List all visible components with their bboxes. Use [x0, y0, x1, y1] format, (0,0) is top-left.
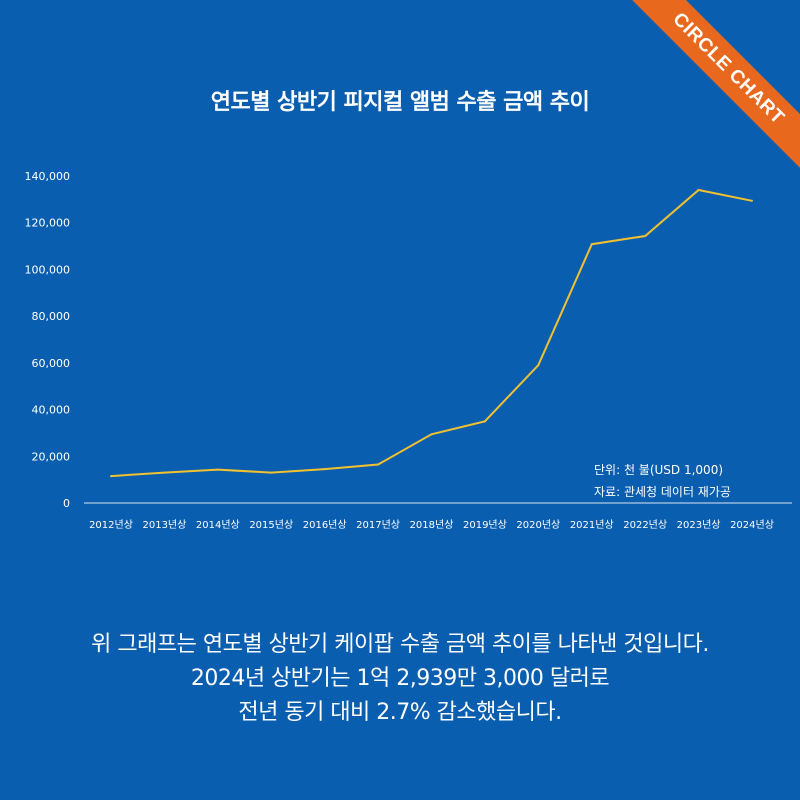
x-tick-label: 2024년상: [730, 519, 774, 531]
x-tick-label: 2014년상: [196, 519, 240, 531]
data-point: [216, 468, 219, 471]
x-tick-label: 2022년상: [623, 519, 667, 531]
y-tick-label: 60,000: [32, 357, 71, 370]
x-tick-label: 2018년상: [410, 519, 454, 531]
caption-line-1: 위 그래프는 연도별 상반기 케이팝 수출 금액 추이를 나타낸 것입니다.: [91, 632, 709, 657]
data-point: [751, 199, 753, 202]
data-point: [537, 364, 540, 367]
caption-line-3: 전년 동기 대비 2.7% 감소했습니다.: [238, 700, 562, 725]
chart-title: 연도별 상반기 피지컬 앨범 수출 금액 추이: [210, 90, 590, 115]
y-tick-label: 0: [63, 497, 70, 510]
y-tick-label: 20,000: [32, 450, 71, 463]
data-point: [483, 420, 486, 423]
y-tick-label: 120,000: [25, 217, 71, 230]
y-tick-label: 40,000: [32, 404, 71, 417]
x-tick-label: 2023년상: [677, 519, 721, 531]
x-tick-label: 2015년상: [249, 519, 293, 531]
series-line: [110, 188, 753, 478]
data-point: [697, 189, 700, 192]
x-tick-label: 2012년상: [89, 519, 133, 531]
data-point: [377, 463, 380, 466]
data-point: [323, 468, 326, 471]
x-tick-label: 2016년상: [303, 519, 347, 531]
data-point: [163, 471, 166, 474]
data-point: [590, 243, 593, 246]
x-tick-label: 2021년상: [570, 519, 614, 531]
caption-line-2: 2024년 상반기는 1억 2,939만 3,000 달러로: [190, 666, 610, 691]
x-tick-label: 2013년상: [142, 519, 186, 531]
y-tick-label: 80,000: [32, 310, 71, 323]
y-tick-label: 100,000: [25, 263, 71, 276]
x-tick-label: 2017년상: [356, 519, 400, 531]
data-point: [644, 235, 647, 238]
data-point: [270, 471, 273, 474]
x-tick-label: 2019년상: [463, 519, 507, 531]
caption: 위 그래프는 연도별 상반기 케이팝 수출 금액 추이를 나타낸 것입니다. 2…: [0, 628, 800, 730]
data-point: [430, 433, 433, 436]
x-tick-label: 2020년상: [516, 519, 560, 531]
source-note: 자료: 관세청 데이터 재가공: [594, 485, 731, 499]
y-tick-label: 140,000: [25, 170, 71, 183]
unit-note: 단위: 천 불(USD 1,000): [594, 463, 724, 477]
data-point: [110, 475, 112, 478]
chart-notes: 단위: 천 불(USD 1,000) 자료: 관세청 데이터 재가공: [594, 459, 731, 503]
